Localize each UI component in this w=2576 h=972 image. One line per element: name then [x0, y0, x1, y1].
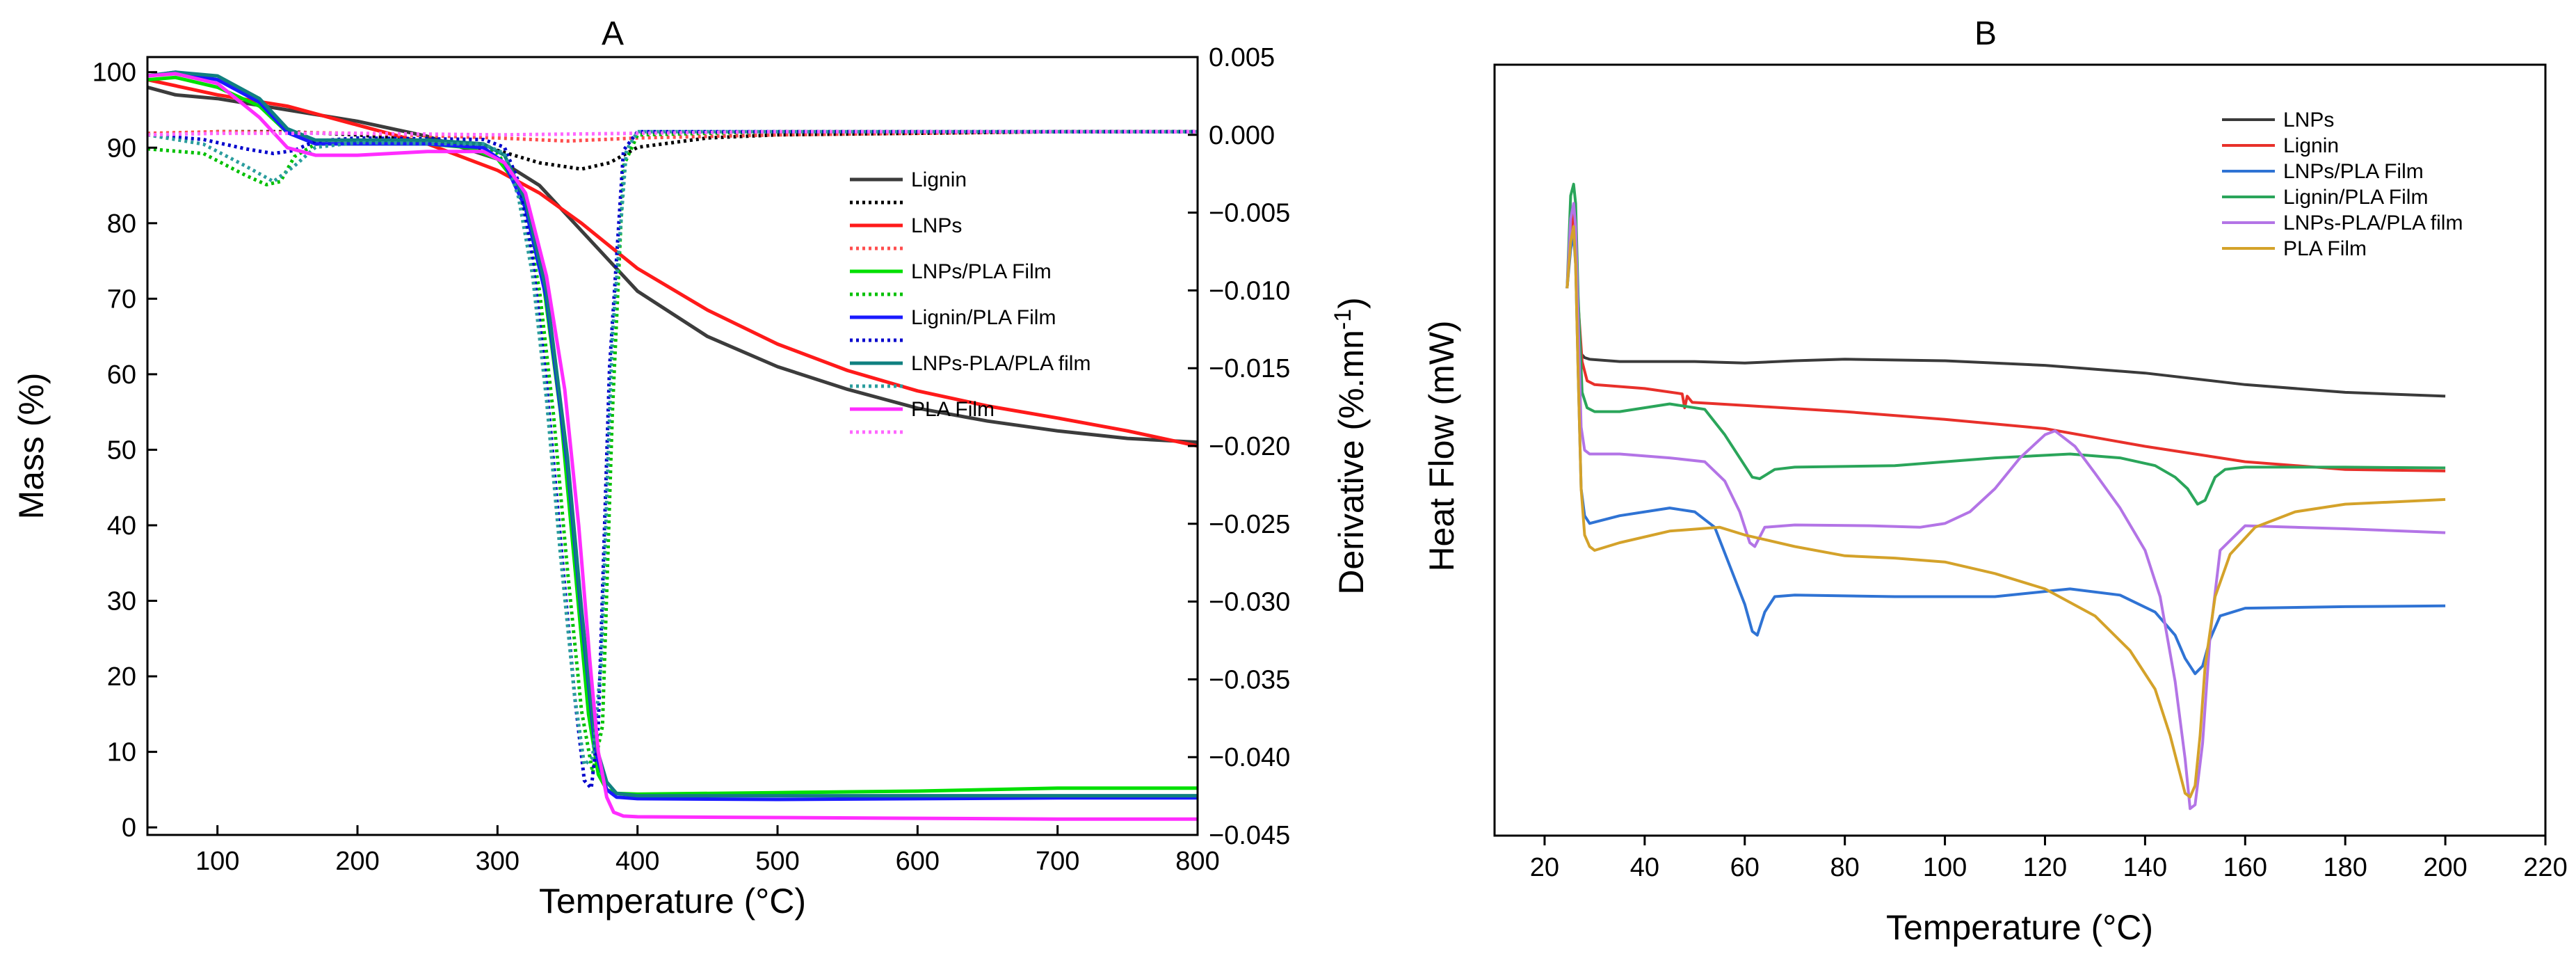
- panel-a-x-tick-label-5: 600: [896, 847, 940, 876]
- panel-a-y2-tick-label-2: −0.005: [1209, 199, 1290, 228]
- panel-a-y2-tick-label-8: −0.035: [1209, 665, 1290, 694]
- panel-a-y2-tick-label-6: −0.025: [1209, 510, 1290, 539]
- panel-b-x-tick-label-9: 200: [2423, 853, 2467, 882]
- panel-a-x-ticks: 100 200 300 400 500 600 700 800: [195, 825, 1220, 876]
- panel-b-x-tick-label-7: 160: [2223, 853, 2267, 882]
- panel-b-x-tick-label-3: 80: [1830, 853, 1860, 882]
- panel-a-y-tick-label-6: 60: [107, 360, 136, 390]
- panel-a-y-tick-label-4: 40: [107, 511, 136, 541]
- panel-a-y-tick-label-1: 10: [107, 738, 136, 767]
- panel-b-x-tick-label-10: 220: [2523, 853, 2567, 882]
- panel-b-title: B: [1974, 15, 1997, 52]
- panel-a-legend-label-8: LNPs-PLA/PLA film: [911, 352, 1090, 375]
- panel-a-y2-tick-label-5: −0.020: [1209, 432, 1290, 461]
- panel-b-x-label: Temperature (°C): [1886, 908, 2153, 947]
- panel-a-y2-tick-label-4: −0.015: [1209, 354, 1290, 383]
- panel-a-title: A: [602, 15, 624, 52]
- panel-a-series-7: [147, 129, 1198, 790]
- panel-a-y2-tick-label-7: −0.030: [1209, 588, 1290, 617]
- panel-a-y2-label-close: ): [1332, 297, 1371, 309]
- panel-a-legend-label-0: Lignin: [911, 168, 967, 191]
- panel-a-y-tick-label-0: 0: [122, 813, 136, 843]
- panel-a-legend-label-4: LNPs/PLA Film: [911, 260, 1052, 283]
- panel-a-plot-area: [147, 70, 1198, 821]
- panel-b-plot-area: [1565, 182, 2446, 811]
- panel-a-y2-tick-label-10: −0.045: [1209, 821, 1290, 850]
- panel-b-legend-label-1: Lignin: [2283, 134, 2339, 157]
- panel-b-series-4: [1565, 202, 2446, 811]
- panel-b-x-tick-label-6: 140: [2123, 853, 2167, 882]
- panel-a-x-tick-label-1: 200: [335, 847, 379, 876]
- panel-b-frame: [1493, 63, 2547, 837]
- panel-a-y-tick-label-10: 100: [92, 58, 136, 88]
- panel-b-x-tick-label-0: 20: [1530, 853, 1559, 882]
- panel-b-x-tick-label-8: 180: [2323, 853, 2367, 882]
- panel-a-x-tick-label-6: 700: [1036, 847, 1079, 876]
- panel-a-series-11: [147, 129, 1198, 137]
- panel-a: A 100 200 300 400 500 600 700 800 0 10 20 30 40 50 60…: [12, 15, 1371, 921]
- panel-a-series-9: [147, 129, 1198, 767]
- panel-a-y2-label-text: Derivative (%.mn: [1332, 330, 1371, 595]
- panel-a-y-tick-label-2: 20: [107, 662, 136, 692]
- panel-a-y2-tick-label-9: −0.040: [1209, 743, 1290, 772]
- panel-b: B 20 40 60 80 100 120 140 160 180 200 220 Temperat…: [1422, 15, 2568, 947]
- panel-a-legend-label-2: LNPs: [911, 214, 962, 237]
- panel-a-y2-tick-label-0: 0.005: [1209, 43, 1275, 72]
- panel-b-x-tick-label-5: 120: [2023, 853, 2067, 882]
- panel-b-legend-label-3: Lignin/PLA Film: [2283, 186, 2428, 209]
- panel-b-x-ticks: 20 40 60 80 100 120 140 160 180 200 220: [1530, 836, 2568, 882]
- panel-a-y2-ticks: 0.005 0.000 −0.005 −0.010 −0.015 −0.020 −0.025…: [1188, 43, 1290, 850]
- panel-b-legend-label-2: LNPs/PLA Film: [2283, 160, 2424, 183]
- panel-a-x-tick-label-3: 400: [615, 847, 659, 876]
- panel-a-y2-tick-label-3: −0.010: [1209, 276, 1290, 305]
- panel-a-y2-label: Derivative (%.mn-1): [1330, 297, 1371, 595]
- panel-a-x-label: Temperature (°C): [539, 882, 806, 921]
- panel-b-y-label: Heat Flow (mW): [1422, 320, 1461, 571]
- panel-a-y-tick-label-7: 70: [107, 285, 136, 314]
- panel-a-series-2: [147, 78, 1198, 448]
- panel-a-y-tick-label-3: 30: [107, 587, 136, 616]
- panel-a-series-0: [147, 85, 1198, 445]
- panel-b-legend-label-0: LNPs: [2283, 109, 2334, 132]
- panel-b-legend-label-5: PLA Film: [2283, 237, 2367, 260]
- panel-a-x-tick-label-4: 500: [755, 847, 799, 876]
- panel-a-x-tick-label-2: 300: [476, 847, 520, 876]
- panel-b-x-tick-label-1: 40: [1630, 853, 1659, 882]
- panel-b-x-tick-label-2: 60: [1730, 853, 1760, 882]
- panel-a-legend-label-10: PLA Film: [911, 398, 995, 421]
- panel-a-x-tick-label-7: 800: [1175, 847, 1219, 876]
- panel-a-series-10: [147, 72, 1198, 821]
- panel-b-series-5: [1565, 225, 2446, 799]
- panel-a-legend-label-6: Lignin/PLA Film: [911, 306, 1056, 329]
- panel-a-x-tick-label-0: 100: [195, 847, 239, 876]
- panel-a-y-tick-label-8: 80: [107, 209, 136, 239]
- panel-b-legend-label-4: LNPs-PLA/PLA film: [2283, 212, 2463, 234]
- panel-a-y-tick-label-5: 50: [107, 436, 136, 465]
- panel-a-y2-label-sup: -1: [1330, 309, 1356, 330]
- panel-a-y-tick-label-9: 90: [107, 134, 136, 163]
- panel-a-y-ticks: 0 10 20 30 40 50 60 70 80 90 100: [92, 58, 157, 843]
- panel-a-y-label: Mass (%): [12, 372, 51, 519]
- panel-a-y2-tick-label-1: 0.000: [1209, 121, 1275, 150]
- panel-b-series-3: [1565, 182, 2446, 506]
- panel-a-legend: Lignin LNPs LNPs/PLA Film Lignin/PLA Film LN…: [850, 168, 1090, 434]
- panel-b-x-tick-label-4: 100: [1923, 853, 1967, 882]
